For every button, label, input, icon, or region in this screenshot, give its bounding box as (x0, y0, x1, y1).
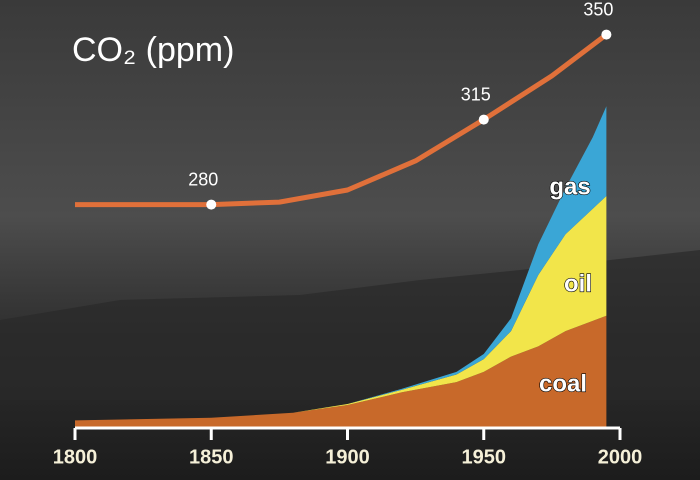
x-tick-label: 1800 (53, 446, 98, 468)
x-tick-label: 1950 (462, 446, 507, 468)
chart-title: CO₂ (ppm) (72, 31, 234, 69)
data-label: 350 (583, 0, 613, 19)
series-label: coal (539, 370, 587, 397)
data-label: 315 (461, 84, 491, 104)
x-tick-label: 2000 (598, 446, 643, 468)
series-label: oil (564, 270, 592, 297)
co2-point (601, 29, 612, 40)
series-label: gas (549, 173, 590, 200)
data-label: 280 (188, 169, 218, 189)
x-tick-label: 1900 (325, 446, 370, 468)
co2-point (478, 114, 489, 125)
co2-point (206, 199, 217, 210)
area-0 (75, 315, 607, 428)
co2-line (75, 32, 608, 208)
x-tick-label: 1850 (189, 446, 234, 468)
